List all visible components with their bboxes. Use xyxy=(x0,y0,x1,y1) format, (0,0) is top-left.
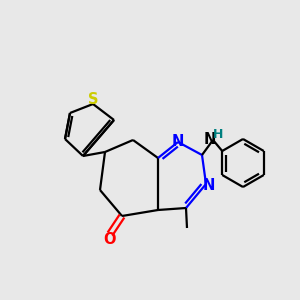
Text: N: N xyxy=(204,131,216,146)
Text: N: N xyxy=(172,134,184,148)
Text: O: O xyxy=(104,232,116,247)
Text: N: N xyxy=(203,178,215,193)
Text: H: H xyxy=(213,128,223,140)
Text: S: S xyxy=(88,92,98,106)
